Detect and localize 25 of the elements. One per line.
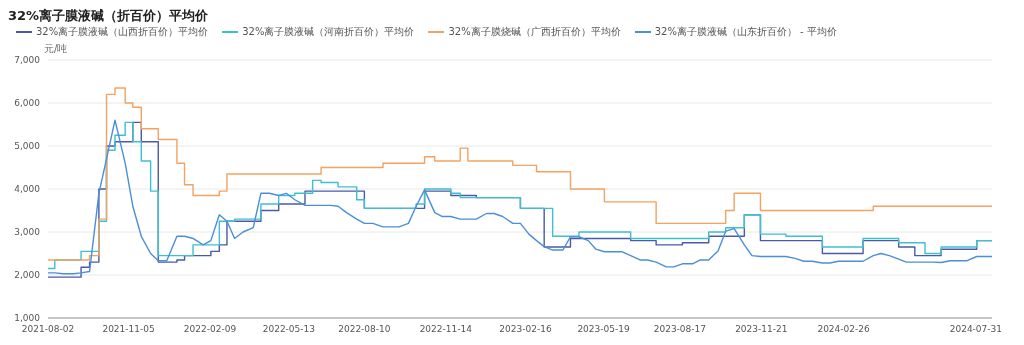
x-tick-label: 2023-11-21: [735, 324, 788, 335]
x-tick-label: 2023-08-17: [653, 324, 707, 335]
x-tick-label: 2022-02-09: [183, 324, 237, 335]
legend-label: 32%离子膜液碱（山东折百价） - 平均价: [654, 25, 837, 39]
y-tick-label: 4,000: [14, 184, 41, 195]
x-tick-label: 2023-05-19: [577, 324, 630, 335]
y-axis-title: 元/吨: [44, 42, 68, 56]
chart-title: 32%离子膜液碱（折百价）平均价: [8, 8, 210, 24]
x-tick-label: 2023-02-16: [499, 324, 552, 335]
x-tick-label: 2022-05-13: [262, 324, 316, 335]
y-tick-label: 3,000: [14, 227, 41, 238]
x-tick-label: 2022-08-10: [338, 324, 391, 335]
y-tick-label: 6,000: [14, 98, 41, 109]
x-tick-label: 2024-07-31: [949, 324, 1003, 335]
y-tick-label: 1,000: [14, 313, 41, 324]
x-tick-label: 2021-11-05: [102, 324, 155, 335]
x-tick-label: 2021-08-02: [21, 324, 75, 335]
x-tick-label: 2022-11-14: [419, 324, 473, 335]
legend-label: 32%离子膜液碱（山西折百价）平均价: [36, 25, 209, 39]
y-tick-label: 5,000: [14, 141, 41, 152]
x-tick-label: 2024-02-26: [817, 324, 870, 335]
y-tick-label: 2,000: [14, 270, 41, 281]
legend-label: 32%离子膜液碱（河南折百价）平均价: [242, 25, 415, 39]
y-tick-label: 7,000: [14, 55, 41, 66]
legend-label: 32%离子膜烧碱（广西折百价）平均价: [448, 25, 621, 39]
